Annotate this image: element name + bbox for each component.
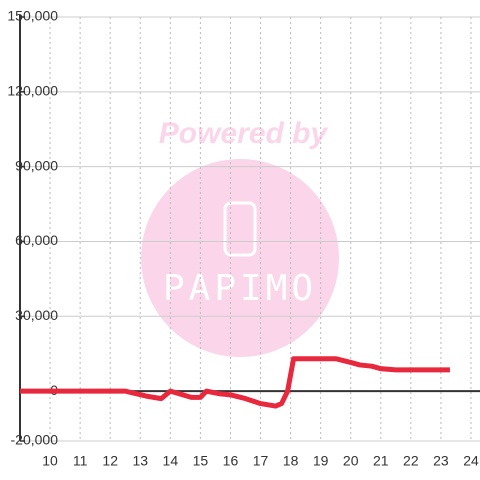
x-tick-label: 15 — [193, 453, 209, 469]
x-tick-label: 14 — [163, 453, 179, 469]
y-tick-label: 150,000 — [7, 8, 58, 24]
watermark-icon — [223, 201, 257, 257]
x-tick-label: 21 — [373, 453, 389, 469]
y-tick-label: 30,000 — [15, 307, 58, 323]
watermark-logo: PAPIMO — [163, 268, 317, 309]
y-tick-label: -20,000 — [11, 432, 59, 448]
x-tick-label: 20 — [343, 453, 359, 469]
y-tick-label: 60,000 — [15, 232, 58, 248]
x-tick-label: 12 — [102, 453, 118, 469]
x-tick-label: 23 — [433, 453, 449, 469]
x-tick-label: 16 — [223, 453, 239, 469]
data-line — [20, 356, 450, 409]
x-tick-label: 18 — [283, 453, 299, 469]
y-tick-label: 120,000 — [7, 83, 58, 99]
y-tick-label: 90,000 — [15, 157, 58, 173]
watermark-circle — [141, 159, 339, 357]
x-tick-label: 10 — [42, 453, 58, 469]
x-tick-label: 22 — [403, 453, 419, 469]
x-tick-label: 11 — [73, 453, 88, 469]
x-tick-label: 13 — [132, 453, 148, 469]
x-tick-label: 17 — [253, 453, 269, 469]
x-tick-label: 19 — [313, 453, 329, 469]
x-tick-label: 24 — [463, 453, 479, 469]
watermark-text: Powered by — [159, 117, 329, 150]
